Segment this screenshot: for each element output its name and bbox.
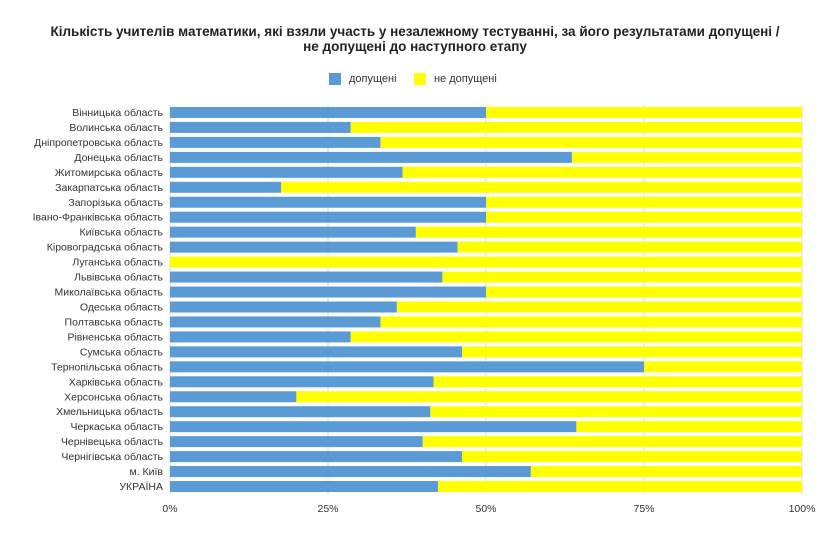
bar-admitted bbox=[170, 211, 486, 223]
bar-not-admitted bbox=[296, 391, 802, 403]
bar-not-admitted bbox=[457, 241, 802, 253]
y-category-label: Львівська область bbox=[74, 272, 163, 284]
bar-admitted bbox=[170, 121, 351, 133]
y-category-label: Кіровоградська область bbox=[47, 242, 164, 254]
y-category-label: Закарпатська область bbox=[55, 182, 163, 194]
bar-not-admitted bbox=[380, 316, 802, 328]
y-category-label: Дніпропетровська область bbox=[34, 137, 163, 149]
bar-admitted bbox=[170, 391, 297, 403]
x-tick-label: 75% bbox=[633, 503, 654, 515]
y-category-label: Київська область bbox=[79, 227, 163, 239]
y-category-label: Донецька область bbox=[74, 152, 163, 164]
bar-not-admitted bbox=[350, 121, 802, 133]
bar-admitted bbox=[170, 346, 462, 358]
y-category-label: м. Київ bbox=[129, 466, 163, 478]
x-tick-label: 0% bbox=[162, 503, 177, 515]
bar-not-admitted bbox=[442, 271, 802, 283]
bar-not-admitted bbox=[415, 226, 802, 238]
bar-admitted bbox=[170, 151, 572, 163]
bar-not-admitted bbox=[486, 196, 802, 208]
x-tick-label: 50% bbox=[475, 503, 496, 515]
y-category-label: УКРАЇНА bbox=[119, 481, 163, 493]
y-category-label: Сумська область bbox=[80, 346, 164, 358]
y-category-label: Запорізька область bbox=[68, 197, 163, 209]
y-category-label: Тернопільська область bbox=[51, 361, 163, 373]
x-tick-label: 25% bbox=[317, 503, 338, 515]
bar-not-admitted bbox=[461, 451, 802, 463]
bar-not-admitted bbox=[530, 466, 802, 478]
y-category-label: Волинська область bbox=[69, 122, 163, 134]
bar-admitted bbox=[170, 451, 462, 463]
y-category-label: Рівненська область bbox=[67, 331, 163, 343]
bar-not-admitted bbox=[380, 136, 802, 148]
legend-item-not-admitted[interactable]: не допущені bbox=[414, 72, 497, 86]
bar-admitted bbox=[170, 331, 351, 343]
y-category-label: Миколаївська область bbox=[55, 287, 164, 299]
bar-admitted bbox=[170, 301, 397, 313]
bar-not-admitted bbox=[430, 406, 802, 418]
y-category-label: Луганська область bbox=[72, 257, 163, 269]
y-category-label: Івано-Франківська область bbox=[33, 212, 164, 224]
legend-label-not-admitted: не допущені bbox=[434, 73, 497, 85]
bar-admitted bbox=[170, 271, 443, 283]
y-category-label: Харківська область bbox=[69, 376, 164, 388]
bar-admitted bbox=[170, 421, 577, 433]
bar-not-admitted bbox=[422, 436, 802, 448]
y-category-label: Чернівецька область bbox=[61, 436, 164, 448]
bar-not-admitted bbox=[644, 361, 802, 373]
bar-not-admitted bbox=[281, 181, 802, 193]
bar-admitted bbox=[170, 361, 644, 373]
bar-admitted bbox=[170, 406, 431, 418]
bar-not-admitted bbox=[437, 481, 802, 493]
bar-not-admitted bbox=[461, 346, 802, 358]
legend-label-admitted: допущені bbox=[349, 73, 397, 85]
bar-admitted bbox=[170, 286, 486, 298]
bar-admitted bbox=[170, 136, 381, 148]
y-category-label: Херсонська область bbox=[64, 391, 163, 403]
x-tick-label: 100% bbox=[789, 503, 816, 515]
bar-not-admitted bbox=[433, 376, 802, 388]
bar-admitted bbox=[170, 241, 458, 253]
bar-not-admitted bbox=[576, 421, 802, 433]
bar-admitted bbox=[170, 316, 381, 328]
bar-not-admitted bbox=[396, 301, 802, 313]
chart-title-line-2: не допущені до наступного етапу bbox=[303, 39, 527, 54]
y-category-label: Полтавська область bbox=[65, 316, 164, 328]
legend-item-admitted[interactable]: допущені bbox=[329, 72, 397, 86]
bar-not-admitted bbox=[571, 151, 802, 163]
chart-title-line-1: Кількість учителів математики, які взяли… bbox=[50, 24, 780, 39]
bar-not-admitted bbox=[486, 106, 802, 118]
bar-admitted bbox=[170, 436, 423, 448]
bar-not-admitted bbox=[170, 256, 802, 268]
y-category-label: Хмельницька область bbox=[56, 406, 163, 418]
bar-not-admitted bbox=[402, 166, 802, 178]
y-category-label: Одеська область bbox=[80, 301, 164, 313]
bar-admitted bbox=[170, 466, 531, 478]
bar-admitted bbox=[170, 481, 438, 493]
y-category-label: Вінницька область bbox=[72, 107, 163, 119]
y-category-label: Чернігівська область bbox=[61, 451, 163, 463]
bar-admitted bbox=[170, 226, 416, 238]
bar-admitted bbox=[170, 181, 282, 193]
bar-admitted bbox=[170, 166, 403, 178]
bar-admitted bbox=[170, 376, 434, 388]
legend-swatch-not-admitted bbox=[414, 73, 426, 85]
y-category-label: Житомирська область bbox=[55, 167, 164, 179]
bar-admitted bbox=[170, 106, 486, 118]
y-category-label: Черкаська область bbox=[70, 421, 163, 433]
legend-swatch-admitted bbox=[329, 73, 341, 85]
bar-not-admitted bbox=[350, 331, 802, 343]
bar-not-admitted bbox=[486, 286, 802, 298]
bar-not-admitted bbox=[486, 211, 802, 223]
bar-admitted bbox=[170, 196, 486, 208]
